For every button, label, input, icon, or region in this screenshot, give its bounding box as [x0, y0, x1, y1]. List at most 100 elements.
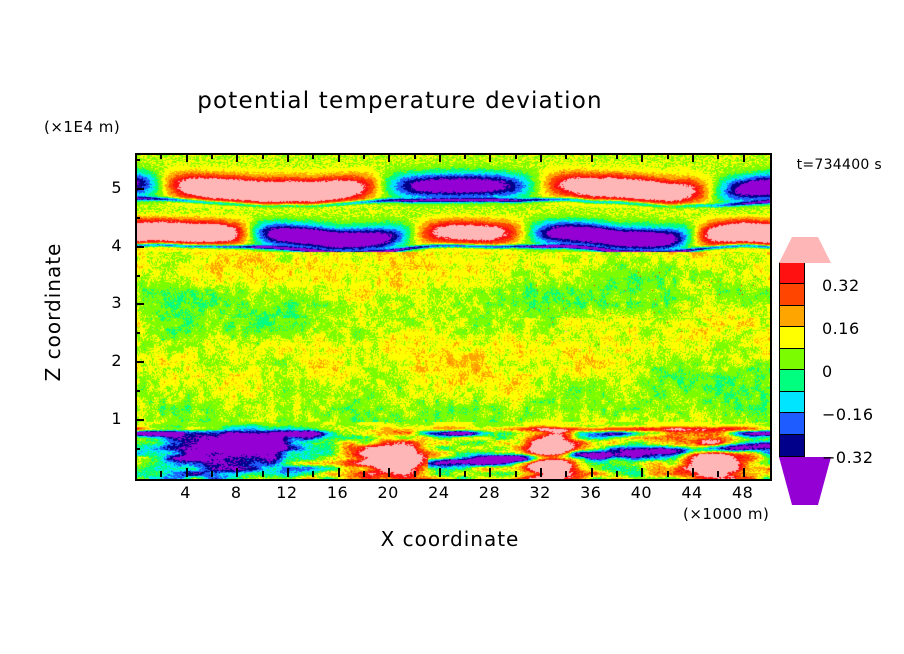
x-tick-mark — [515, 471, 517, 477]
y-tick-mark — [135, 217, 140, 219]
colorbar-swatch — [779, 348, 805, 371]
x-tick-mark — [186, 468, 188, 477]
y-tick-mark — [135, 448, 140, 450]
x-tick-mark — [692, 468, 694, 477]
colorbar-swatch — [779, 283, 805, 306]
x-tick-mark — [464, 153, 466, 159]
x-tick-mark — [743, 468, 745, 477]
x-tick-mark — [641, 468, 643, 477]
x-tick-mark — [616, 471, 618, 477]
y-tick-label: 1 — [96, 409, 122, 428]
x-tick-mark — [439, 153, 441, 162]
y-tick-mark — [135, 361, 144, 363]
x-tick-mark — [439, 468, 441, 477]
x-tick-mark — [160, 153, 162, 159]
x-tick-mark — [236, 153, 238, 162]
x-tick-mark — [692, 153, 694, 162]
x-tick-mark — [667, 153, 669, 159]
y-tick-mark — [135, 303, 144, 305]
x-tick-mark — [616, 153, 618, 159]
y-tick-mark — [135, 275, 140, 277]
y-tick-mark — [135, 332, 140, 334]
contour-plot-area — [135, 153, 772, 481]
x-tick-label: 32 — [520, 483, 560, 502]
x-tick-mark — [540, 153, 542, 162]
x-tick-mark — [489, 468, 491, 477]
x-tick-mark — [565, 471, 567, 477]
y-tick-label: 2 — [96, 351, 122, 370]
y-tick-mark — [135, 246, 144, 248]
x-tick-mark — [312, 153, 314, 159]
y-tick-mark — [135, 159, 140, 161]
contour-field-canvas — [137, 155, 770, 479]
x-tick-mark — [717, 471, 719, 477]
x-tick-mark — [186, 153, 188, 162]
y-tick-mark — [135, 419, 144, 421]
y-tick-mark — [135, 188, 144, 190]
page-title: potential temperature deviation — [0, 88, 800, 114]
x-tick-label: 40 — [621, 483, 661, 502]
x-tick-label: 12 — [267, 483, 307, 502]
colorbar-swatch — [779, 305, 805, 328]
x-tick-mark — [388, 153, 390, 162]
x-tick-mark — [565, 153, 567, 159]
x-tick-mark — [160, 471, 162, 477]
x-tick-mark — [591, 468, 593, 477]
x-tick-label: 48 — [723, 483, 763, 502]
x-tick-mark — [262, 471, 264, 477]
x-tick-label: 8 — [216, 483, 256, 502]
x-tick-mark — [515, 153, 517, 159]
x-tick-mark — [717, 153, 719, 159]
x-tick-label: 44 — [672, 483, 712, 502]
y-tick-mark — [135, 390, 140, 392]
x-axis-unit-label: (×1000 m) — [683, 505, 769, 523]
x-tick-mark — [262, 153, 264, 159]
y-axis-title: Z coordinate — [41, 212, 65, 412]
colorbar-over-arrow — [779, 237, 831, 263]
colorbar — [779, 237, 805, 505]
x-tick-mark — [414, 153, 416, 159]
x-tick-mark — [464, 471, 466, 477]
x-tick-label: 28 — [469, 483, 509, 502]
colorbar-tick-label: 0.32 — [822, 276, 860, 295]
x-tick-mark — [211, 153, 213, 159]
x-tick-label: 4 — [166, 483, 206, 502]
x-tick-mark — [363, 471, 365, 477]
colorbar-tick-label: −0.16 — [822, 405, 874, 424]
x-tick-mark — [211, 471, 213, 477]
x-tick-mark — [388, 468, 390, 477]
x-tick-label: 24 — [419, 483, 459, 502]
time-annotation: t=734400 s — [797, 157, 882, 173]
y-tick-label: 5 — [96, 178, 122, 197]
x-tick-mark — [591, 153, 593, 162]
x-tick-mark — [363, 153, 365, 159]
colorbar-swatch — [779, 326, 805, 349]
colorbar-swatch — [779, 391, 805, 414]
x-tick-mark — [489, 153, 491, 162]
x-tick-mark — [236, 468, 238, 477]
colorbar-swatch — [779, 262, 805, 285]
colorbar-swatch — [779, 434, 805, 457]
x-tick-label: 36 — [571, 483, 611, 502]
colorbar-tick-label: 0 — [822, 362, 833, 381]
x-tick-mark — [287, 468, 289, 477]
x-tick-label: 20 — [368, 483, 408, 502]
x-tick-mark — [312, 471, 314, 477]
y-tick-label: 4 — [96, 236, 122, 255]
x-tick-mark — [338, 468, 340, 477]
colorbar-swatch — [779, 369, 805, 392]
colorbar-swatch — [779, 412, 805, 435]
x-tick-mark — [540, 468, 542, 477]
colorbar-tick-label: −0.32 — [822, 448, 874, 467]
x-tick-mark — [414, 471, 416, 477]
x-tick-mark — [287, 153, 289, 162]
x-tick-mark — [667, 471, 669, 477]
x-tick-label: 16 — [318, 483, 358, 502]
colorbar-tick-label: 0.16 — [822, 319, 860, 338]
z-axis-unit-label: (×1E4 m) — [44, 118, 120, 136]
x-axis-title: X coordinate — [250, 527, 650, 551]
x-tick-mark — [641, 153, 643, 162]
x-tick-mark — [338, 153, 340, 162]
y-tick-label: 3 — [96, 293, 122, 312]
x-tick-mark — [743, 153, 745, 162]
